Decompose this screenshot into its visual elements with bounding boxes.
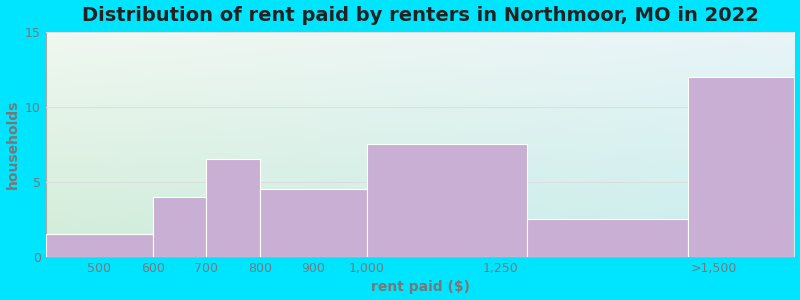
Bar [527,220,687,257]
X-axis label: rent paid ($): rent paid ($) [370,280,470,294]
Y-axis label: households: households [6,100,19,189]
Bar [260,189,366,257]
Bar [206,159,260,257]
Bar [366,144,527,257]
Bar [153,197,206,257]
Bar [46,235,153,257]
Title: Distribution of rent paid by renters in Northmoor, MO in 2022: Distribution of rent paid by renters in … [82,6,758,25]
Bar [687,77,794,257]
